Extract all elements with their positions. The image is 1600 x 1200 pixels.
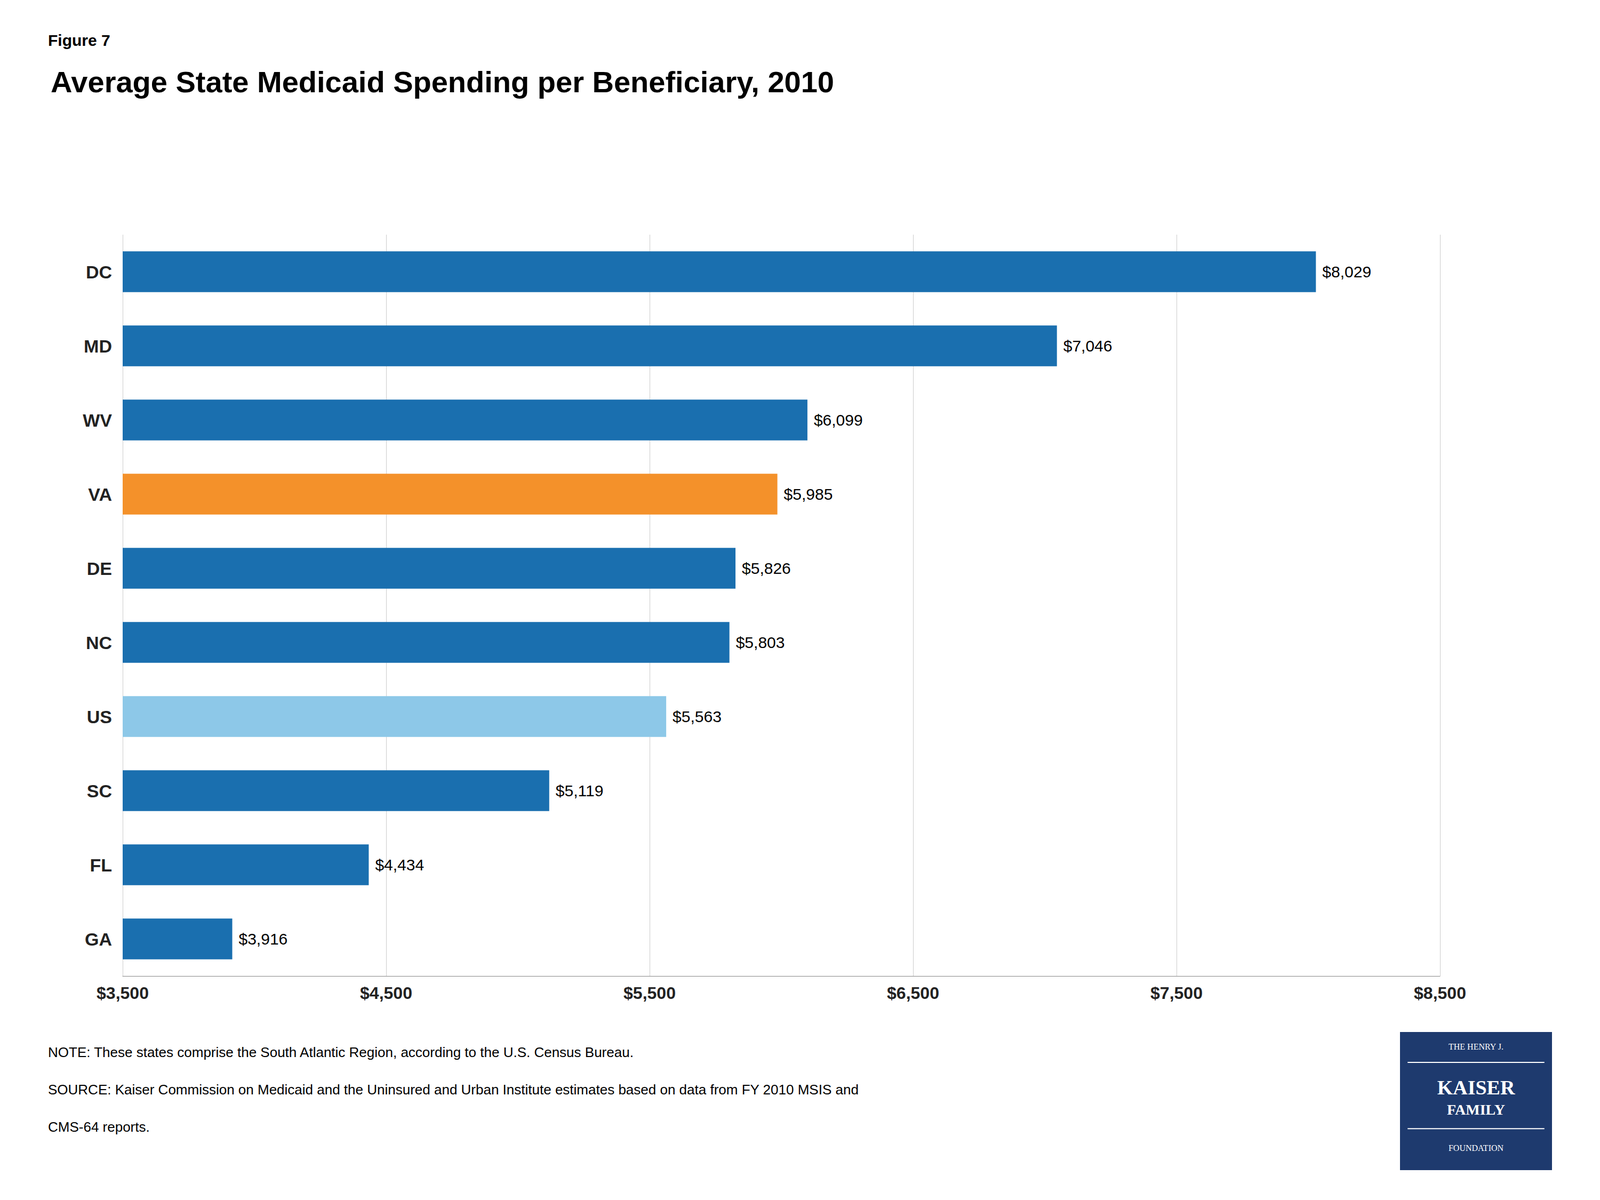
svg-text:$6,500: $6,500 [886,983,940,1003]
svg-text:$5,119: $5,119 [555,781,604,800]
svg-text:NOTE: These states comprise th: NOTE: These states comprise the South At… [48,1044,634,1061]
svg-text:SC: SC [86,780,112,802]
svg-text:$5,826: $5,826 [741,559,791,578]
svg-text:DC: DC [85,261,112,283]
svg-text:$5,985: $5,985 [784,485,834,503]
svg-text:SOURCE: Kaiser Commission on M: SOURCE: Kaiser Commission on Medicaid an… [48,1081,859,1098]
svg-text:FOUNDATION: FOUNDATION [1448,1143,1504,1153]
svg-text:DE: DE [86,558,112,579]
svg-text:CMS-64 reports.: CMS-64 reports. [48,1118,150,1135]
svg-text:$3,500: $3,500 [96,983,149,1003]
svg-text:KAISER: KAISER [1437,1076,1516,1099]
svg-text:$4,500: $4,500 [360,983,413,1003]
svg-text:Average State Medicaid Spendin: Average State Medicaid Spending per Bene… [50,65,835,99]
svg-text:VA: VA [88,484,112,505]
svg-text:$7,046: $7,046 [1063,337,1113,355]
svg-text:FL: FL [89,854,112,876]
svg-text:$6,099: $6,099 [813,411,863,429]
svg-text:THE HENRY J.: THE HENRY J. [1448,1042,1504,1052]
svg-text:$8,029: $8,029 [1322,262,1372,281]
svg-text:$3,916: $3,916 [238,930,288,948]
svg-text:$5,563: $5,563 [672,707,722,726]
svg-text:$7,500: $7,500 [1150,983,1203,1003]
svg-text:GA: GA [84,929,112,950]
svg-text:FAMILY: FAMILY [1446,1101,1506,1118]
svg-text:Figure 7: Figure 7 [48,31,111,50]
svg-text:$4,434: $4,434 [374,856,424,874]
svg-text:WV: WV [82,410,112,431]
svg-text:MD: MD [83,336,112,357]
svg-text:NC: NC [85,632,112,653]
svg-text:$5,803: $5,803 [736,633,786,652]
svg-text:$5,500: $5,500 [623,983,676,1003]
svg-text:US: US [86,706,112,727]
svg-text:$8,500: $8,500 [1413,983,1467,1003]
